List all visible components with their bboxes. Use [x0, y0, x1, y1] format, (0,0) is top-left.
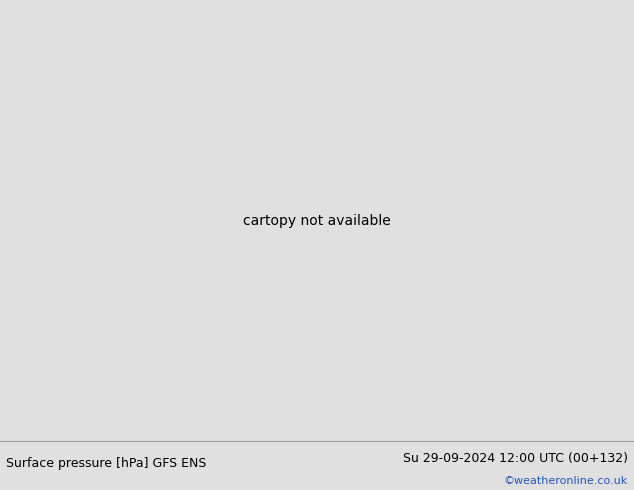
- Text: cartopy not available: cartopy not available: [243, 214, 391, 227]
- Text: Su 29-09-2024 12:00 UTC (00+132): Su 29-09-2024 12:00 UTC (00+132): [403, 452, 628, 465]
- Text: Surface pressure [hPa] GFS ENS: Surface pressure [hPa] GFS ENS: [6, 457, 207, 469]
- Text: ©weatheronline.co.uk: ©weatheronline.co.uk: [503, 476, 628, 486]
